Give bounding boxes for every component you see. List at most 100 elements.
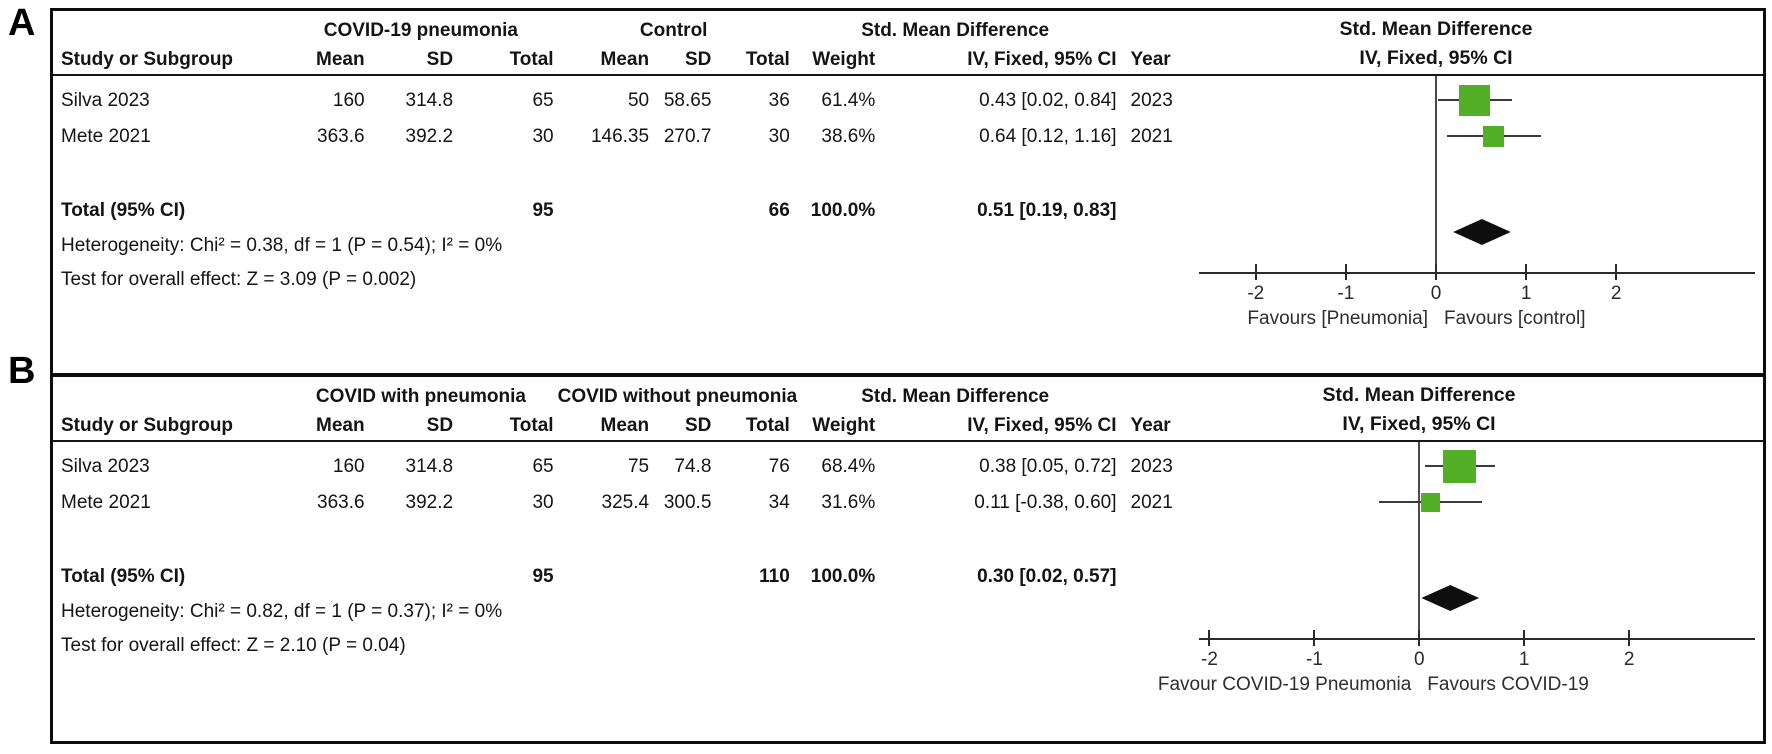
study-row: Mete 2021 363.6 392.2 30 146.35 270.7 30…: [59, 118, 1197, 154]
effect-square: [1421, 492, 1441, 512]
axis-tick-label: -2: [1247, 283, 1265, 304]
mean2-value: 75: [627, 455, 650, 477]
axis-tick: [1418, 630, 1421, 646]
total1-value: 30: [532, 491, 554, 513]
study-name: Mete 2021: [61, 491, 151, 513]
study-col-header: Study or Subgroup: [61, 49, 234, 70]
weight-col-header: Weight: [812, 415, 876, 436]
heterogeneity-text: Heterogeneity: Chi² = 0.38, df = 1 (P = …: [61, 234, 503, 256]
blank-row: [59, 520, 1197, 558]
sd2-col-header: SD: [685, 415, 712, 436]
total-diamond: [1453, 219, 1511, 245]
group-header-row: COVID with pneumonia COVID without pneum…: [59, 379, 1197, 411]
study-name: Silva 2023: [61, 455, 150, 477]
favours-left-label: Favours [Pneumonia]: [1247, 308, 1428, 329]
total1-col-header: Total: [509, 49, 554, 70]
weight-value: 68.4%: [821, 455, 876, 477]
weight-value: 31.6%: [821, 491, 876, 513]
x-axis: [1199, 272, 1755, 274]
sd2-value: 58.65: [663, 89, 712, 111]
effect-estimate: 0.11 [-0.38, 0.60]: [974, 491, 1117, 513]
favours-left-label: Favour COVID-19 Pneumonia: [1157, 674, 1412, 695]
total-estimate: 0.51 [0.19, 0.83]: [977, 199, 1117, 221]
sd1-col-header: SD: [426, 415, 454, 436]
total1-sum: 95: [532, 565, 554, 587]
axis-tick-label: 0: [1414, 649, 1425, 670]
effect-estimate: 0.38 [0.05, 0.72]: [979, 455, 1117, 477]
total2-value: 34: [768, 491, 790, 513]
axis-tick: [1344, 264, 1347, 280]
panel-b-label: B: [8, 350, 36, 392]
axis-tick: [1208, 630, 1211, 646]
mean1-value: 363.6: [317, 125, 365, 147]
study-row: Silva 2023 160 314.8 65 50 58.65 36 61.4…: [59, 82, 1197, 118]
meta-analysis-table-b: COVID with pneumonia COVID without pneum…: [59, 379, 1197, 662]
overall-effect-row: Test for overall effect: Z = 2.10 (P = 0…: [59, 628, 1197, 662]
plot-subtitle: IV, Fixed, 95% CI: [1342, 413, 1496, 435]
favours-right-label: Favours COVID-19: [1427, 674, 1589, 695]
sd1-value: 314.8: [405, 455, 454, 477]
study-row: Mete 2021 363.6 392.2 30 325.4 300.5 34 …: [59, 484, 1197, 520]
axis-tick: [1628, 630, 1631, 646]
effect-title-header: Std. Mean Difference: [861, 386, 1050, 407]
study-row: Silva 2023 160 314.8 65 75 74.8 76 68.4%…: [59, 448, 1197, 484]
year-value: 2023: [1130, 455, 1173, 477]
year-value: 2021: [1130, 125, 1173, 147]
axis-tick-label: -2: [1201, 649, 1218, 670]
panel-divider-line: [53, 373, 1763, 377]
plot-title: Std. Mean Difference: [1322, 384, 1516, 406]
total1-sum: 95: [532, 199, 554, 221]
axis-tick-label: 1: [1518, 649, 1530, 670]
effect-square: [1442, 449, 1476, 483]
axis-tick-label: 0: [1430, 283, 1442, 304]
x-axis: [1199, 638, 1755, 640]
mean1-col-header: Mean: [316, 49, 365, 70]
study-name: Silva 2023: [61, 89, 150, 111]
total2-col-header: Total: [745, 49, 790, 70]
weight-col-header: Weight: [812, 49, 876, 70]
spacer-cell: [1119, 13, 1198, 45]
effect-estimate: 0.43 [0.02, 0.84]: [979, 89, 1117, 111]
mean1-value: 363.6: [317, 491, 365, 513]
effect-col-header: IV, Fixed, 95% CI: [967, 415, 1117, 436]
axis-tick-label: 2: [1610, 283, 1622, 304]
study-col-header: Study or Subgroup: [61, 415, 234, 436]
mean1-value: 160: [332, 89, 365, 111]
sd1-col-header: SD: [426, 49, 454, 70]
forest-panel-a: COVID-19 pneumonia Control Std. Mean Dif…: [53, 11, 1763, 371]
total2-value: 76: [768, 455, 790, 477]
overall-effect-text: Test for overall effect: Z = 3.09 (P = 0…: [61, 268, 417, 290]
total1-value: 65: [532, 89, 554, 111]
axis-tick-label: -1: [1305, 649, 1323, 670]
total-row: Total (95% CI) 95 66 100.0% 0.51 [0.19, …: [59, 192, 1197, 228]
sd2-value: 270.7: [663, 125, 712, 147]
group1-header: COVID with pneumonia: [315, 386, 526, 407]
heterogeneity-row: Heterogeneity: Chi² = 0.82, df = 1 (P = …: [59, 594, 1197, 628]
total2-col-header: Total: [745, 415, 790, 436]
forest-panel-b: COVID with pneumonia COVID without pneum…: [53, 377, 1763, 737]
overall-effect-row: Test for overall effect: Z = 3.09 (P = 0…: [59, 262, 1197, 296]
heterogeneity-row: Heterogeneity: Chi² = 0.38, df = 1 (P = …: [59, 228, 1197, 262]
plot-subtitle: IV, Fixed, 95% CI: [1359, 47, 1513, 69]
mean2-value: 50: [627, 89, 650, 111]
forest-plot-area-a: Std. Mean Difference IV, Fixed, 95% CI -…: [1191, 11, 1763, 371]
year-value: 2023: [1130, 89, 1173, 111]
total-diamond: [1421, 585, 1480, 611]
group2-header: Control: [639, 20, 708, 41]
total2-sum: 110: [759, 565, 790, 587]
header-rule: [53, 440, 1763, 442]
axis-tick-label: 2: [1623, 649, 1635, 670]
total1-value: 65: [532, 455, 554, 477]
sd2-col-header: SD: [684, 49, 712, 70]
blank-row: [59, 154, 1197, 192]
sd2-value: 74.8: [674, 455, 712, 477]
study-name: Mete 2021: [61, 125, 151, 147]
spacer-cell: [1119, 379, 1198, 411]
mean2-value: 146.35: [590, 125, 650, 147]
year-value: 2021: [1130, 491, 1173, 513]
total1-value: 30: [532, 125, 554, 147]
sd2-value: 300.5: [663, 491, 712, 513]
effect-col-header: IV, Fixed, 95% CI: [967, 49, 1117, 70]
column-header-row: Study or Subgroup Mean SD Total Mean SD …: [59, 45, 1197, 74]
